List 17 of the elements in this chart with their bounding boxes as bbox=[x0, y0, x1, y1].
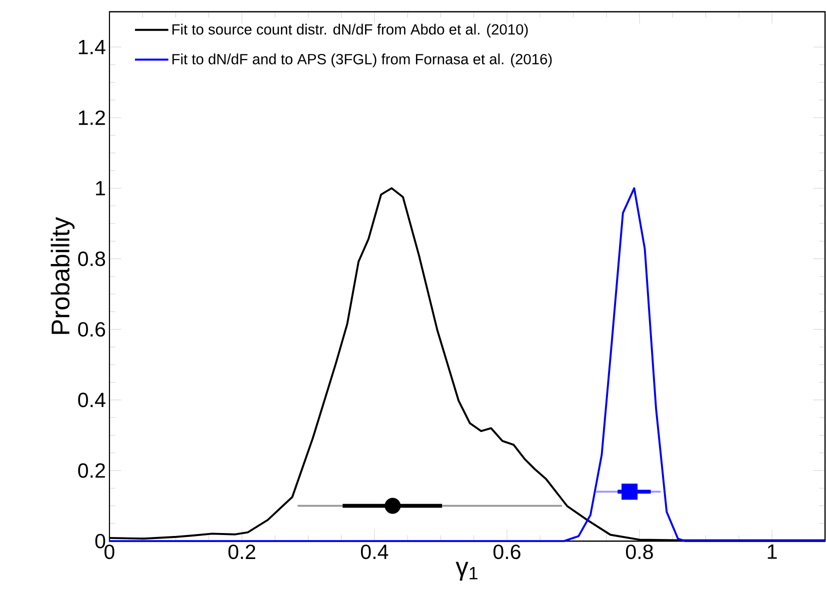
y-tick-label: 1 bbox=[96, 181, 105, 196]
y-axis-title: Probability bbox=[50, 217, 75, 334]
legend-label: Fit to source count distr. dN/dF from Abdo et al. (2010) bbox=[172, 24, 528, 38]
y-tick-label: 0.6 bbox=[78, 322, 106, 337]
x-axis-title: γ$_{1}$ bbox=[456, 562, 478, 581]
x-tick-label: 1 bbox=[768, 544, 777, 559]
y-tick-label: 0.8 bbox=[78, 252, 106, 266]
y-tick-label: 0.2 bbox=[78, 463, 105, 478]
legend-label: Fit to dN/dF and to APS (3FGL) from Fornasa et al. (2016) bbox=[172, 54, 552, 68]
x-tick-label: 0.2 bbox=[228, 544, 256, 560]
x-tick-label: 0.6 bbox=[493, 544, 520, 560]
x-tick-label: 0.4 bbox=[360, 544, 388, 560]
y-tick-label: 0.4 bbox=[78, 392, 106, 408]
y-tick-label: 1.2 bbox=[78, 110, 105, 125]
y-tick-label: 0 bbox=[95, 534, 106, 549]
y-tick-label: 1.4 bbox=[78, 40, 106, 54]
x-tick-label: 0.8 bbox=[626, 544, 653, 560]
